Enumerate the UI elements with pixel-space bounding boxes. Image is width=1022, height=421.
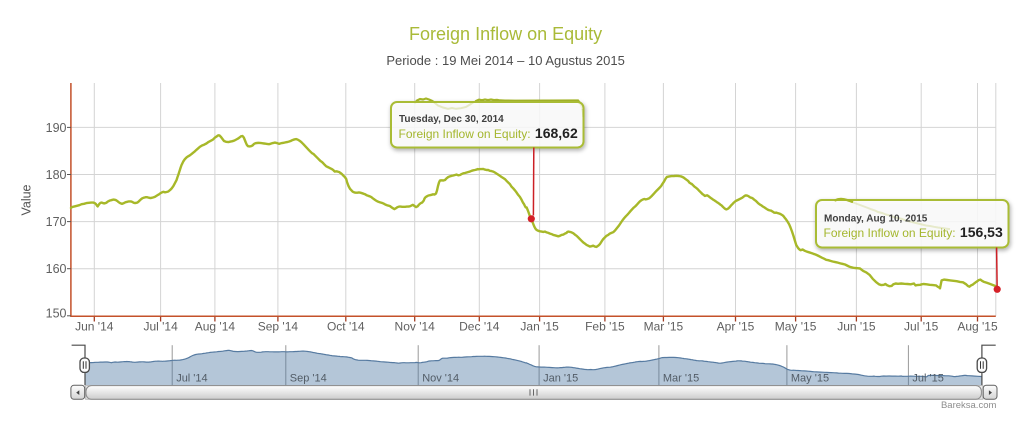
svg-text:Nov '14: Nov '14 xyxy=(422,373,459,385)
svg-text:Jan '15: Jan '15 xyxy=(520,320,559,334)
svg-text:Sep '14: Sep '14 xyxy=(290,373,327,385)
svg-text:Jul '14: Jul '14 xyxy=(143,320,178,334)
svg-text:Jul '15: Jul '15 xyxy=(912,373,943,385)
svg-text:Sep '14: Sep '14 xyxy=(258,320,299,334)
svg-text:Nov '14: Nov '14 xyxy=(395,320,436,334)
svg-text:Apr '15: Apr '15 xyxy=(717,320,755,334)
svg-text:Jan '15: Jan '15 xyxy=(543,373,578,385)
svg-text:Bareksa.com: Bareksa.com xyxy=(941,400,997,411)
svg-text:Jun '15: Jun '15 xyxy=(837,320,876,334)
svg-text:170: 170 xyxy=(46,215,67,229)
svg-text:160: 160 xyxy=(46,262,67,276)
svg-text:Jul '14: Jul '14 xyxy=(176,373,207,385)
svg-text:Jul '15: Jul '15 xyxy=(904,320,939,334)
svg-text:Mar '15: Mar '15 xyxy=(644,320,684,334)
svg-text:Mar '15: Mar '15 xyxy=(663,373,699,385)
svg-text:Aug '15: Aug '15 xyxy=(957,320,998,334)
svg-text:150: 150 xyxy=(46,306,67,320)
svg-text:May '15: May '15 xyxy=(791,373,829,385)
svg-text:Foreign Inflow on Equity: 168,: Foreign Inflow on Equity: 168,62 xyxy=(399,125,578,141)
svg-text:180: 180 xyxy=(46,168,67,182)
svg-text:May '15: May '15 xyxy=(775,320,817,334)
svg-text:Foreign Inflow on Equity: 156,: Foreign Inflow on Equity: 156,53 xyxy=(824,224,1003,240)
svg-text:Tuesday, Dec 30, 2014: Tuesday, Dec 30, 2014 xyxy=(399,114,504,125)
svg-text:Dec '14: Dec '14 xyxy=(459,320,500,334)
svg-text:190: 190 xyxy=(46,121,67,135)
svg-text:Feb '15: Feb '15 xyxy=(585,320,625,334)
svg-text:Jun '14: Jun '14 xyxy=(75,320,114,334)
svg-text:Foreign Inflow on Equity: Foreign Inflow on Equity xyxy=(409,24,602,44)
svg-text:Periode : 19 Mei 2014 – 10 Agu: Periode : 19 Mei 2014 – 10 Agustus 2015 xyxy=(386,53,625,68)
svg-text:Oct '14: Oct '14 xyxy=(327,320,365,334)
svg-text:Value: Value xyxy=(20,184,34,215)
svg-text:Monday, Aug 10, 2015: Monday, Aug 10, 2015 xyxy=(824,214,928,225)
svg-text:Aug '14: Aug '14 xyxy=(195,320,236,334)
